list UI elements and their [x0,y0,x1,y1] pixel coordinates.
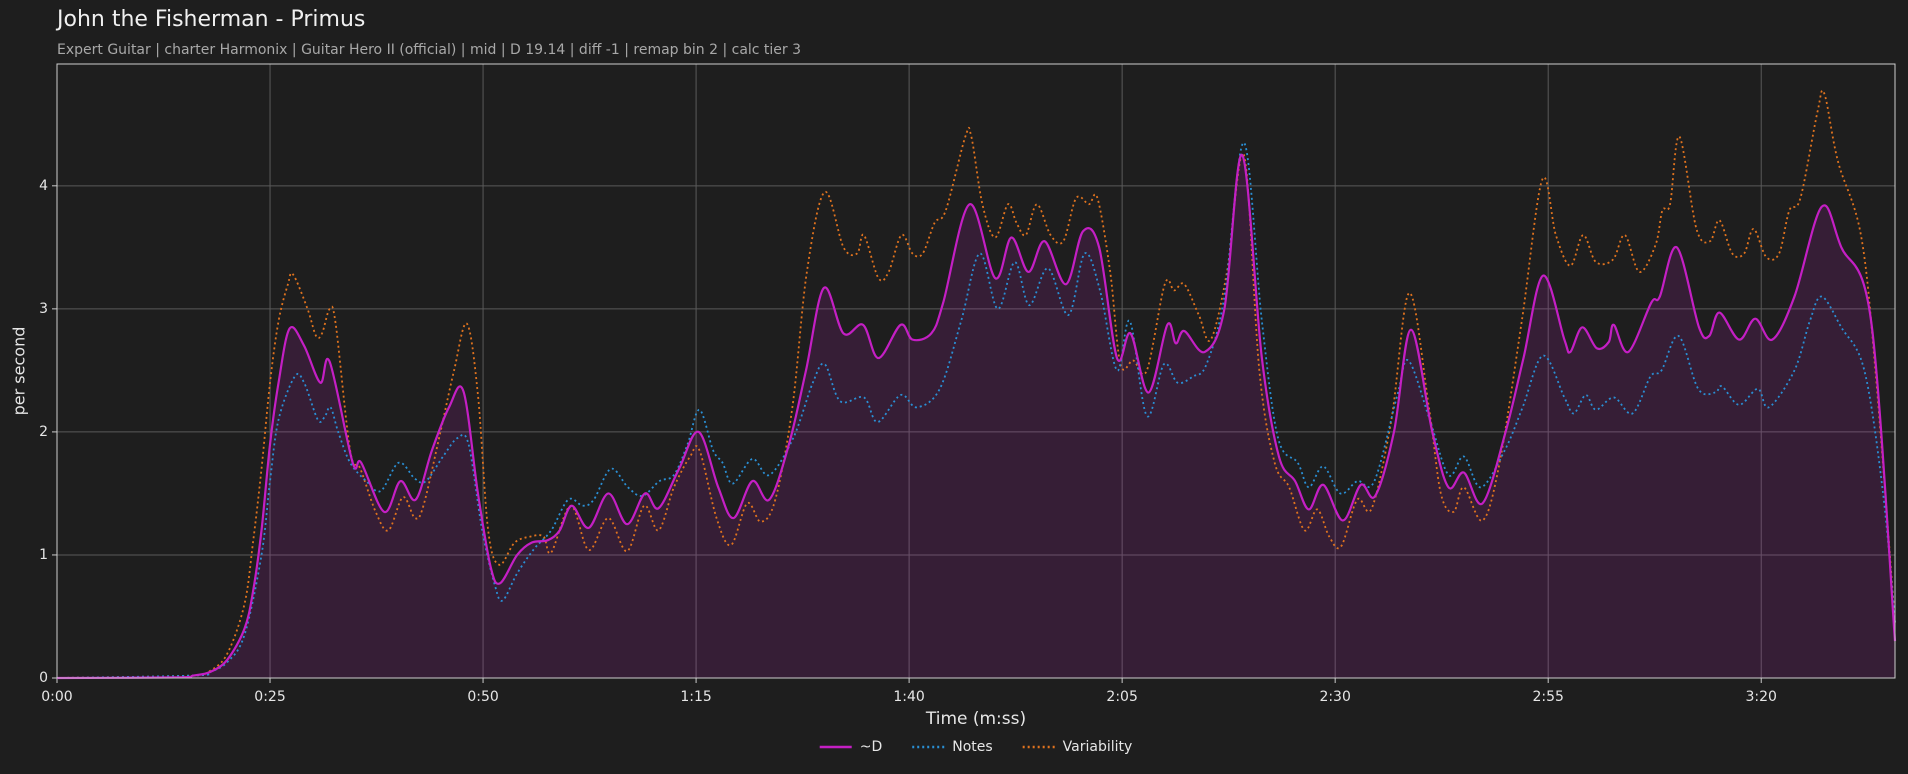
x-tick-label: 1:15 [680,689,711,705]
x-tick-label: 2:30 [1319,689,1350,705]
legend-item: Variability [1022,739,1133,755]
y-tick-label: 1 [39,547,48,563]
x-tick-label: 3:20 [1745,689,1776,705]
legend-item: Notes [912,739,993,755]
y-tick-label: 0 [39,670,48,686]
legend: ~D Notes Variability [819,739,1133,755]
x-tick-label: 0:25 [254,689,285,705]
x-tick-label: 2:55 [1532,689,1563,705]
y-tick-label: 4 [39,178,48,194]
legend-item: ~D [819,739,883,755]
legend-label: ~D [860,739,883,755]
plot-frame [56,63,1896,679]
legend-label: Notes [952,739,992,755]
line [56,141,1896,679]
x-tick-label: 2:05 [1106,689,1137,705]
legend-label: Variability [1063,739,1133,755]
x-axis-label: Time (m:ss) [925,709,1026,729]
x-tick-label: 1:40 [893,689,924,705]
chart-title: John the Fisherman - Primus [55,7,365,32]
chart-subtitle: Expert Guitar | charter Harmonix | Guita… [57,42,801,58]
line [56,153,1897,680]
y-axis-label: per second [10,327,29,416]
x-tick-label: 0:50 [467,689,498,705]
y-tick-label: 3 [39,301,48,317]
line [56,89,1896,679]
area [57,154,1895,678]
y-tick-label: 2 [39,424,48,440]
x-tick-label: 0:00 [41,689,72,705]
